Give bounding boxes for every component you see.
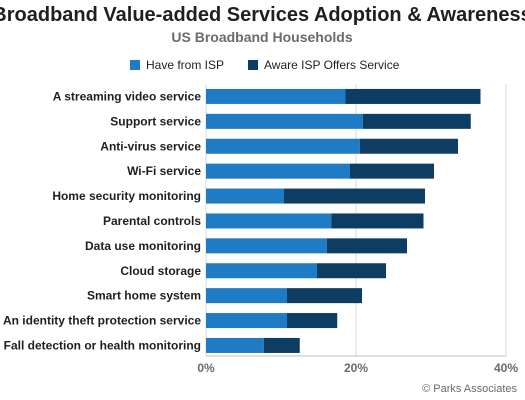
category-label: Data use monitoring (85, 239, 201, 253)
bar-aware-isp-offers-service (362, 113, 471, 129)
bar-have-from-isp (206, 113, 363, 129)
category-label: Fall detection or health monitoring (4, 338, 201, 352)
category-labels: A streaming video service Support service… (3, 89, 201, 352)
bar-aware-isp-offers-service (331, 213, 424, 229)
bar-have-from-isp (206, 337, 264, 353)
bar-have-from-isp (206, 288, 287, 304)
bar-aware-isp-offers-service (326, 238, 407, 254)
legend-label-aware-isp-offers-service: Aware ISP Offers Service (264, 58, 400, 72)
bar-have-from-isp (206, 238, 327, 254)
bar-aware-isp-offers-service (287, 288, 362, 304)
bar-have-from-isp (206, 163, 350, 179)
bar-aware-isp-offers-service (345, 88, 481, 104)
bar-have-from-isp (206, 88, 346, 104)
bar-aware-isp-offers-service (284, 188, 425, 204)
category-label: Parental controls (103, 214, 201, 228)
bar-have-from-isp (206, 313, 287, 329)
category-label: Cloud storage (120, 264, 201, 278)
bar-have-from-isp (206, 213, 332, 229)
source-note: © Parks Associates (422, 383, 517, 395)
bar-have-from-isp (206, 263, 317, 279)
category-label: Anti-virus service (100, 139, 201, 153)
bar-have-from-isp (206, 188, 284, 204)
legend-label-have-from-isp: Have from ISP (146, 58, 224, 72)
chart-subtitle: US Broadband Households (171, 29, 352, 45)
bar-aware-isp-offers-service (359, 138, 458, 154)
bar-aware-isp-offers-service (263, 337, 300, 353)
x-axis-ticks: 0% 20% 40% (197, 361, 518, 375)
x-tick-label: 20% (344, 361, 368, 375)
x-tick-label: 0% (197, 361, 215, 375)
category-label: Support service (110, 114, 201, 128)
bar-aware-isp-offers-service (317, 263, 386, 279)
category-label: Home security monitoring (52, 189, 201, 203)
legend-swatch-have-from-isp (130, 60, 140, 70)
category-label: A streaming video service (53, 89, 202, 103)
bar-have-from-isp (206, 138, 360, 154)
bar-aware-isp-offers-service (350, 163, 434, 179)
chart-title: Broadband Value-added Services Adoption … (0, 4, 525, 26)
legend-swatch-aware-isp-offers-service (248, 60, 258, 70)
category-label: Smart home system (87, 289, 201, 303)
bars (206, 88, 481, 353)
category-label: An identity theft protection service (3, 314, 201, 328)
x-tick-label: 40% (494, 361, 518, 375)
bar-aware-isp-offers-service (287, 313, 338, 329)
category-label: Wi-Fi service (127, 164, 201, 178)
legend: Have from ISP Aware ISP Offers Service (130, 58, 400, 72)
